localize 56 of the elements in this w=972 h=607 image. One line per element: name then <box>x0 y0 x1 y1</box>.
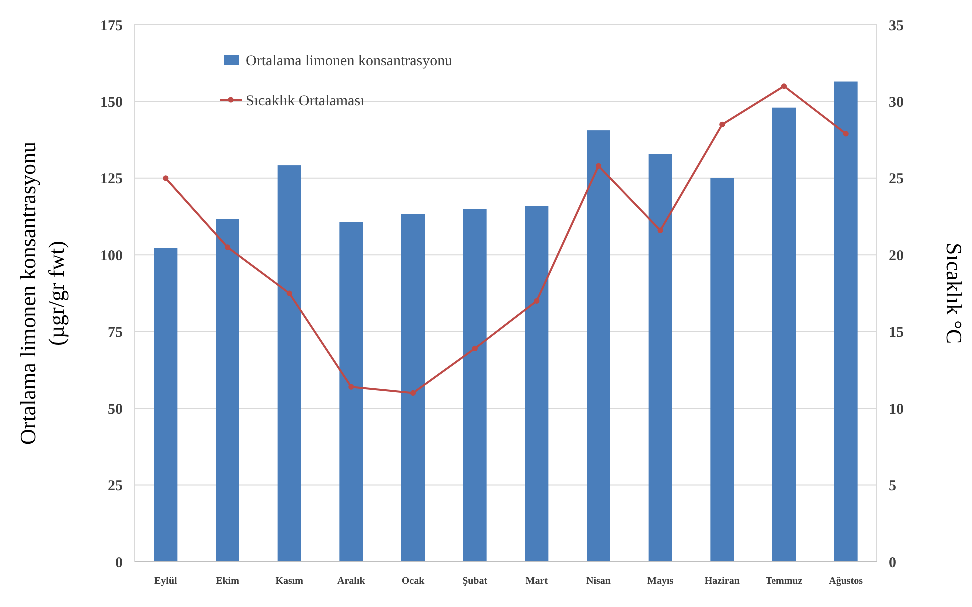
x-tick-label: Haziran <box>704 576 740 587</box>
y-tick-label: 125 <box>100 172 123 188</box>
bar <box>216 219 240 562</box>
bar <box>710 178 734 562</box>
y-axis-title: Ortalama limonen konsantrasyonu (µgr/gr fwt) <box>16 142 70 446</box>
y-tick-label: 150 <box>100 94 123 111</box>
bar <box>834 82 858 562</box>
y-tick-label: 50 <box>108 402 123 418</box>
x-tick-label: Temmuz <box>766 576 804 587</box>
x-tick-label: Nisan <box>586 576 612 587</box>
point <box>843 131 849 137</box>
y2-tick-label: 15 <box>889 325 904 342</box>
legend-label: Ortalama limonen konsantrasyonu <box>246 53 454 70</box>
point <box>472 346 478 352</box>
point <box>410 390 416 396</box>
bar <box>340 222 364 562</box>
point <box>286 290 292 296</box>
y2-tick-label: 35 <box>889 18 904 34</box>
y2-axis-title: Sıcaklık °C <box>942 242 967 344</box>
y-tick-label: 25 <box>108 478 123 495</box>
y-tick-label: 175 <box>100 18 123 34</box>
y2-tick-label: 30 <box>889 94 904 111</box>
point <box>348 384 354 390</box>
x-tick-label: Kasım <box>276 576 304 587</box>
y2-tick-label: 20 <box>889 248 904 264</box>
x-tick-label: Mart <box>526 576 549 587</box>
bar <box>648 154 672 562</box>
y2-tick-label: 0 <box>889 555 896 572</box>
x-tick-label: Ocak <box>402 576 426 587</box>
bar <box>154 248 178 562</box>
point <box>534 298 540 304</box>
bar <box>278 166 302 562</box>
y-tick-label: 75 <box>108 325 123 342</box>
x-tick-label: Ekim <box>216 576 240 587</box>
point <box>163 176 169 182</box>
point <box>720 122 726 128</box>
x-tick-label: Aralık <box>338 576 366 587</box>
x-tick-label: Şubat <box>462 576 488 587</box>
x-tick-label: Mayıs <box>648 576 674 587</box>
bar <box>402 214 425 562</box>
y-tick-label: 0 <box>116 555 123 572</box>
point <box>658 228 664 234</box>
point <box>596 163 602 169</box>
y2-tick-label: 10 <box>889 402 904 418</box>
bar <box>525 206 549 562</box>
point <box>781 84 788 90</box>
y2-tick-label: 5 <box>889 478 896 495</box>
y2-tick-label: 25 <box>889 172 904 188</box>
x-tick-label: Eylül <box>154 576 178 587</box>
legend-label: Sıcaklık Ortalaması <box>246 93 365 110</box>
bar <box>463 209 487 562</box>
y-tick-label: 100 <box>100 248 123 264</box>
x-tick-label: Ağustos <box>829 576 864 587</box>
bar <box>587 130 610 562</box>
bar <box>772 108 796 562</box>
point <box>224 244 231 250</box>
